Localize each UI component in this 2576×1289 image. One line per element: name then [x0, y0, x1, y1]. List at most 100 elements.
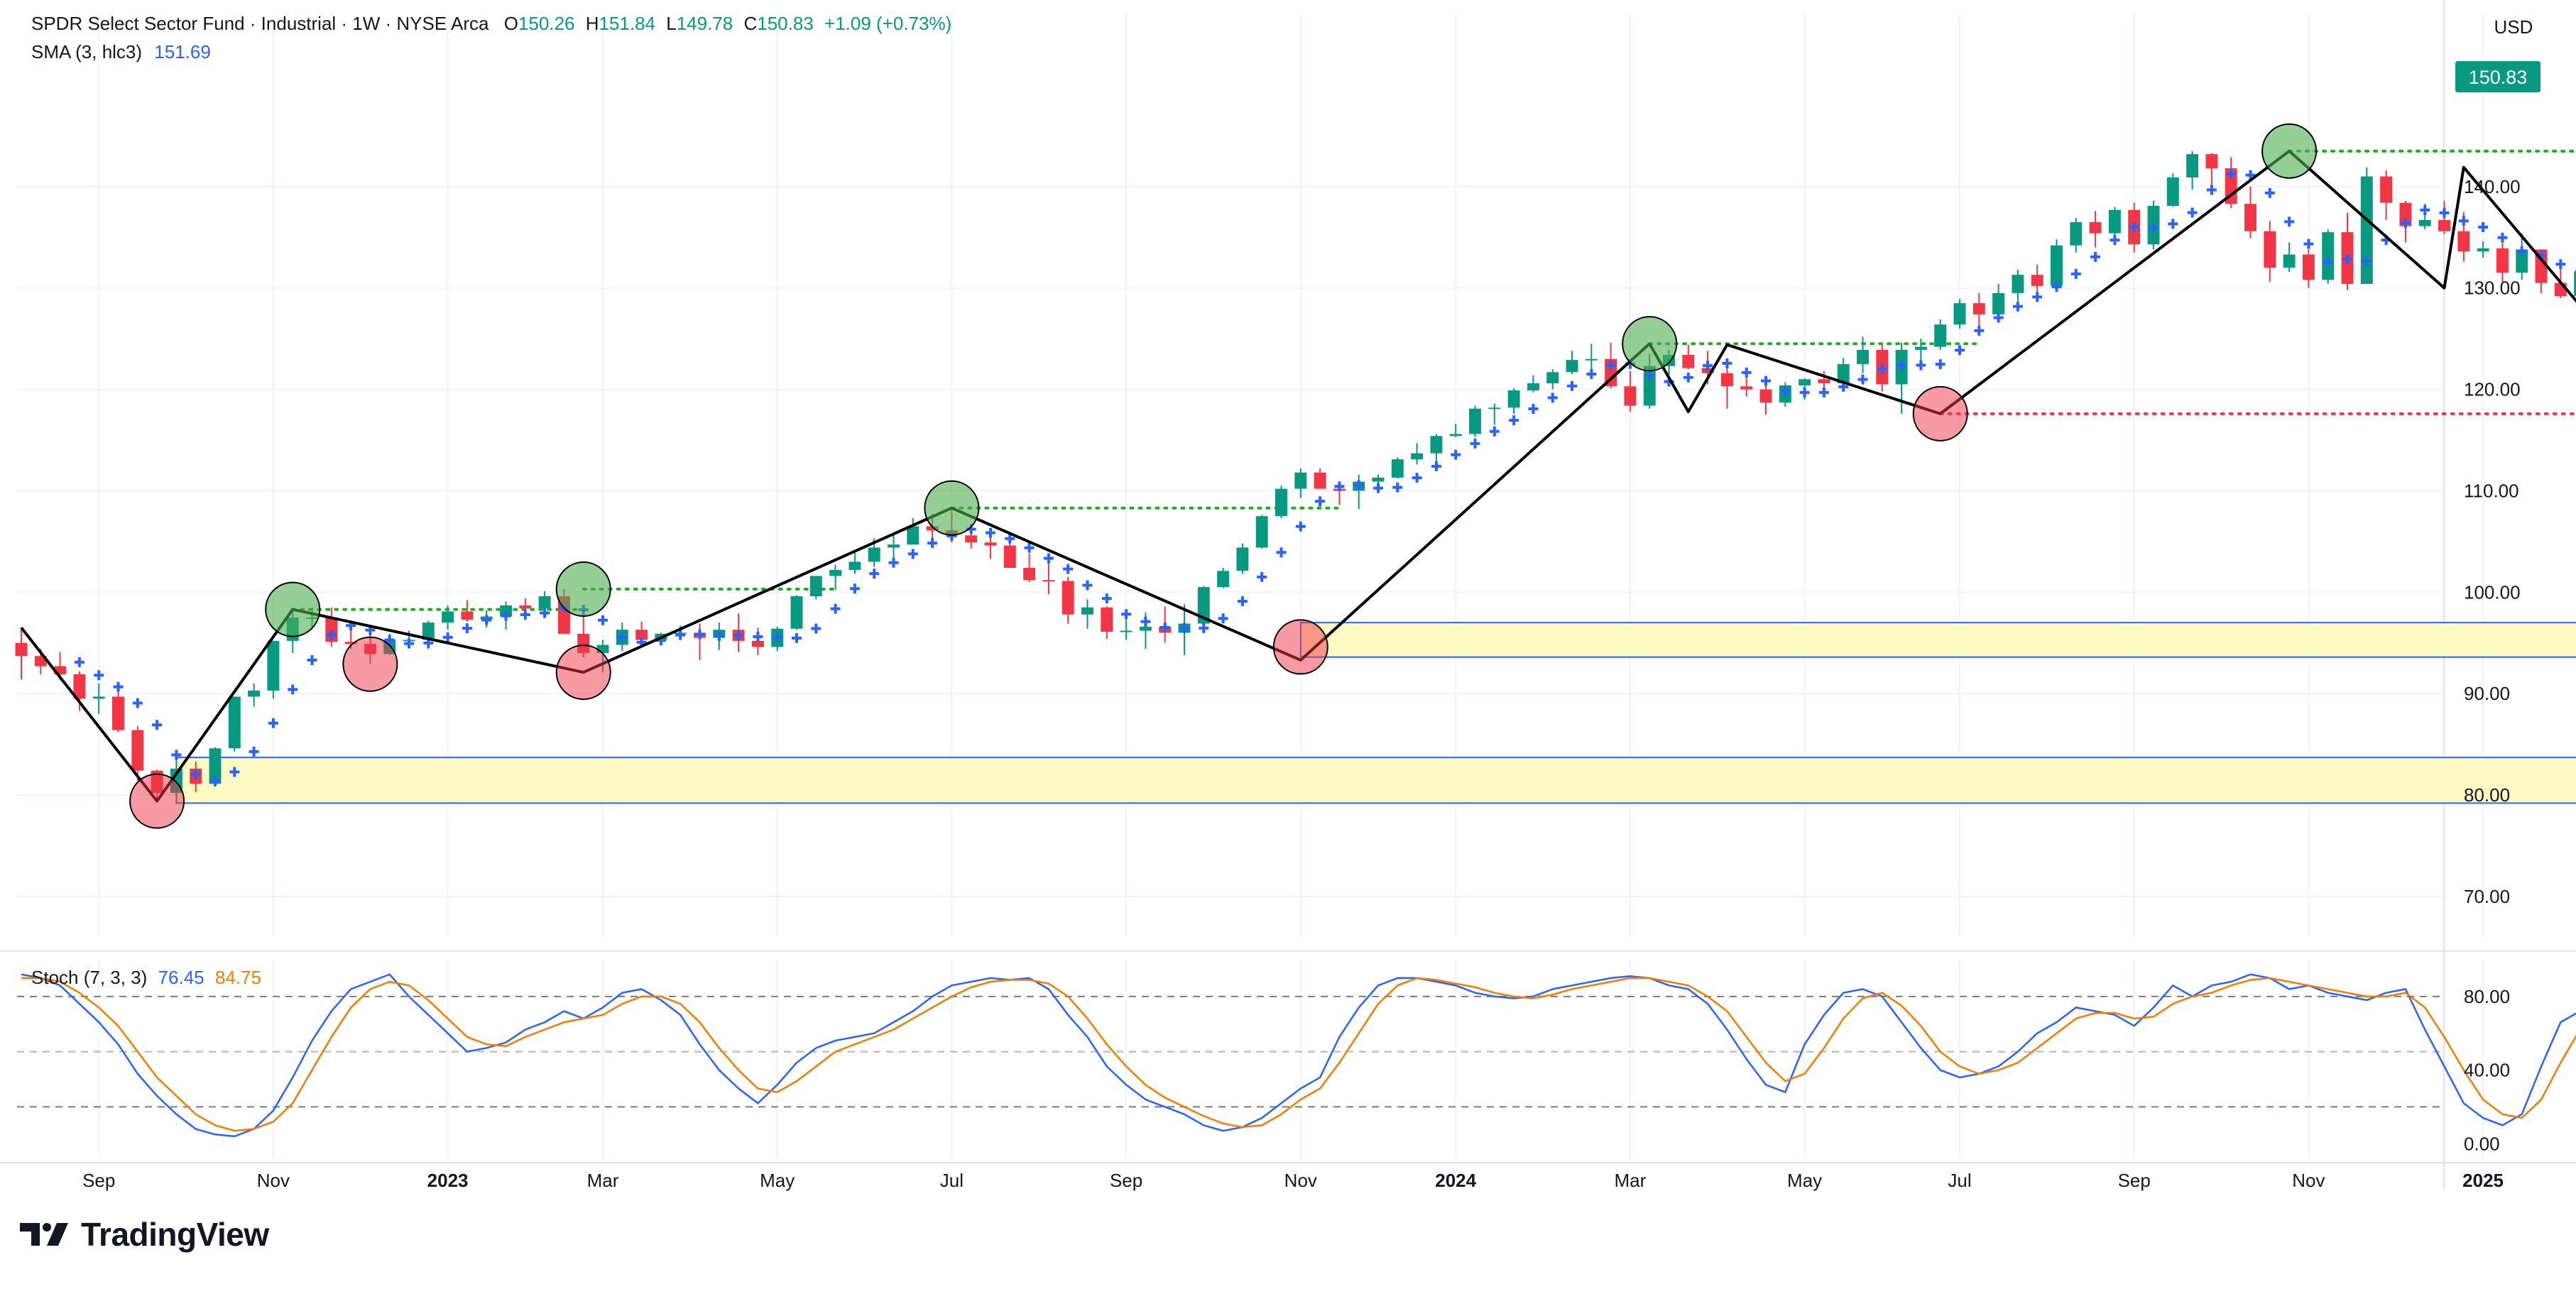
candle-body: [2418, 220, 2431, 226]
candle-body: [1507, 390, 1520, 408]
candle-body: [1061, 581, 1074, 615]
sma-point: [2051, 282, 2062, 292]
time-tick-label: Sep: [1110, 1170, 1142, 1191]
sma-point: [2400, 218, 2411, 229]
sma-point: [1780, 386, 1791, 397]
price-tick-label: 70.00: [2464, 886, 2510, 907]
time-tick-label: 2024: [1435, 1170, 1476, 1191]
candle-body: [907, 526, 919, 545]
candle-body: [1857, 349, 1869, 364]
candle-body: [2264, 231, 2276, 268]
time-tick-label: Mar: [587, 1170, 619, 1191]
currency-label: USD: [2494, 16, 2533, 38]
candle-body: [2457, 231, 2470, 252]
sma-point: [171, 750, 182, 760]
sma-point: [1334, 481, 1345, 492]
sma-point: [1295, 521, 1306, 532]
candle-body: [1120, 630, 1133, 632]
sma-legend[interactable]: SMA (3, hlc3) 151.69: [31, 41, 211, 63]
high-label: H: [585, 13, 599, 34]
demand-zone: [1299, 622, 2576, 658]
stoch-legend[interactable]: Stoch (7, 3, 3) 76.45 84.75: [31, 967, 261, 989]
sma-point: [733, 630, 744, 641]
candle-body: [1314, 472, 1326, 489]
swing-high-marker: [1622, 316, 1678, 372]
candle-body: [34, 656, 47, 667]
sma-point: [1451, 449, 1461, 460]
sma-point: [1431, 461, 1441, 471]
candle-body: [2322, 232, 2335, 280]
candle-body: [1488, 407, 1501, 410]
sma-point: [1257, 571, 1267, 582]
candle-body: [1391, 459, 1404, 478]
candle-body: [1992, 292, 2005, 314]
candle-body: [2031, 275, 2043, 286]
symbol-title[interactable]: SPDR Select Sector Fund · Industrial · 1…: [31, 13, 489, 34]
sma-point: [2090, 251, 2101, 262]
candle-body: [1294, 472, 1307, 489]
tradingview-logo[interactable]: TradingView: [20, 1215, 269, 1254]
price-tick-label: 100.00: [2464, 581, 2521, 603]
sma-point: [2458, 216, 2469, 226]
sma-point: [442, 632, 453, 642]
symbol-header[interactable]: SPDR Select Sector Fund · Industrial · 1…: [31, 13, 951, 35]
candle-body: [1081, 607, 1093, 615]
candle-body: [519, 605, 532, 609]
tradingview-logo-icon: [20, 1223, 68, 1246]
time-tick-label: May: [1787, 1170, 1822, 1191]
candle-body: [131, 730, 144, 771]
candle-body: [2283, 254, 2296, 268]
sma-point: [307, 655, 317, 665]
sma-point: [2478, 222, 2489, 232]
sma-point: [1159, 622, 1170, 632]
sma-point: [1199, 622, 1209, 633]
candle-body: [1701, 368, 1714, 373]
candle-body: [888, 544, 900, 548]
sma-point: [1993, 312, 2004, 323]
sma-point: [2555, 259, 2566, 270]
candle-body: [1953, 303, 1966, 325]
candle-body: [54, 666, 67, 674]
candle-body: [2438, 220, 2450, 231]
candle-body: [1759, 389, 1772, 403]
sma-point: [1857, 374, 1868, 385]
chart-grid: [0, 0, 2576, 1189]
candle-body: [1372, 477, 1385, 482]
price-tick-label: 90.00: [2464, 683, 2510, 704]
price-tick-label: 80.00: [2464, 784, 2510, 806]
open-label: O: [503, 13, 518, 34]
sma-point: [598, 615, 608, 625]
price-axis[interactable]: USD 140.00 130.00 120.00 110.00 100.00 90.00 80…: [2455, 16, 2540, 1154]
sma-point: [1818, 387, 1829, 397]
candle-body: [2186, 154, 2199, 177]
sma-point: [404, 638, 414, 649]
candle-body: [2108, 209, 2121, 234]
sma-point: [772, 632, 782, 643]
candle-body: [984, 542, 997, 546]
sma-point: [1586, 368, 1597, 379]
price-tick-label: 110.00: [2464, 480, 2519, 501]
zigzag-path: [20, 149, 2576, 803]
candle-body: [2516, 249, 2528, 273]
sma-point: [1179, 622, 1189, 633]
sma-point: [384, 635, 395, 645]
sma-point: [1470, 438, 1480, 449]
candle-body: [2244, 204, 2256, 231]
time-tick-label: Mar: [1615, 1170, 1647, 1191]
sma-point: [2362, 256, 2372, 266]
swing-high-marker: [924, 480, 980, 536]
sma-point: [1877, 363, 1887, 374]
close-value: 150.83: [757, 13, 814, 34]
high-value: 151.84: [599, 13, 655, 34]
time-axis[interactable]: Sep Nov 2023 Mar May Jul Sep Nov 2024 Mar May Jul Se…: [82, 1170, 2576, 1191]
candle-body: [112, 696, 124, 730]
stoch-tick-label: 0.00: [2464, 1133, 2500, 1154]
sma-point: [1237, 596, 1248, 606]
time-tick-label: Nov: [1284, 1170, 1317, 1191]
candle-body: [1042, 580, 1055, 582]
swing-low-marker: [342, 636, 398, 692]
sma-point: [152, 720, 163, 730]
stoch-legend-name: Stoch (7, 3, 3): [31, 967, 148, 988]
candle-body: [1101, 607, 1113, 632]
